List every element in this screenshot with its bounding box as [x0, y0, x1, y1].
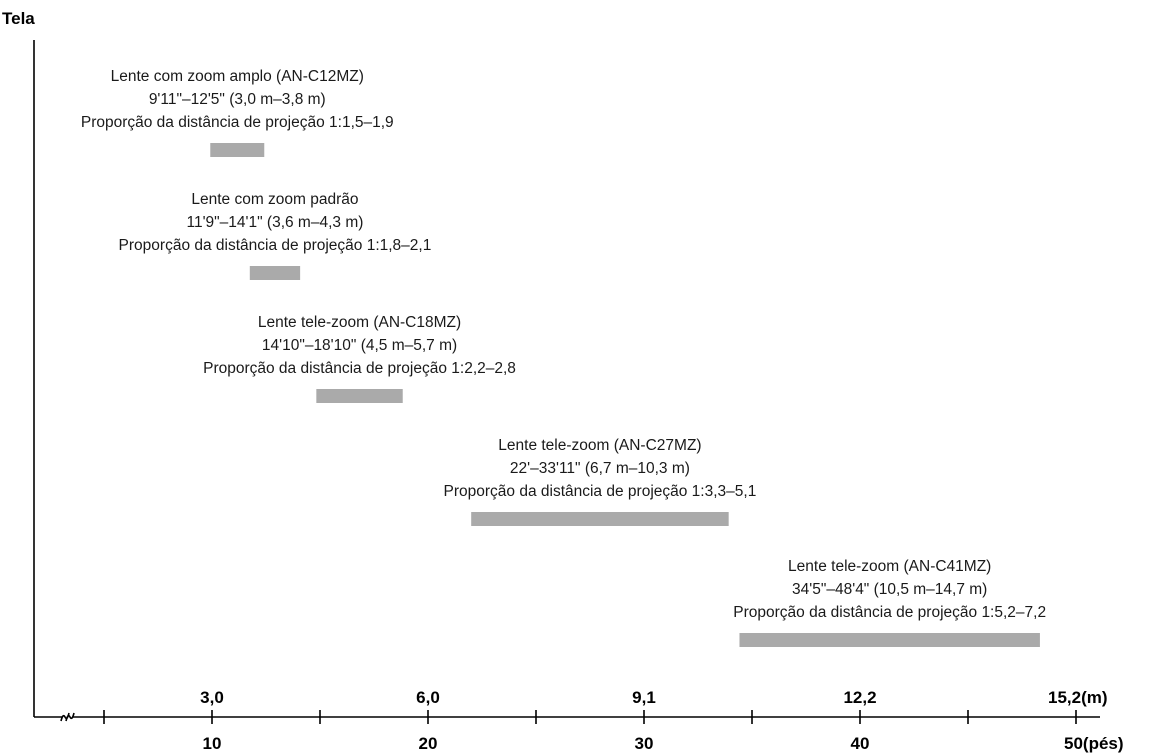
- feet-tick-label: 30: [635, 734, 654, 753]
- meter-tick-labels: 3,0 6,0 9,1 12,2 15,2(m): [200, 688, 1107, 707]
- x-axis-ticks: [103, 710, 1077, 724]
- y-axis-title: Tela: [2, 9, 35, 28]
- feet-tick-label: 10: [203, 734, 222, 753]
- series-range-label: 14'10"–18'10" (4,5 m–5,7 m): [262, 337, 457, 354]
- axis-break-mark: [60, 712, 75, 722]
- series-ratio-label: Proporção da distância de projeção 1:5,2…: [733, 604, 1046, 621]
- meter-tick-label: 9,1: [632, 688, 656, 707]
- series-ratio-label: Proporção da distância de projeção 1:2,2…: [203, 360, 516, 377]
- series-name: Lente com zoom amplo (AN-C12MZ): [111, 68, 364, 85]
- series-bar: [249, 266, 301, 280]
- series-labels: Lente com zoom amplo (AN-C12MZ) 9'11"–12'…: [81, 68, 1046, 621]
- series-ratio-label: Proporção da distância de projeção 1:1,5…: [81, 114, 394, 131]
- series-name: Lente tele-zoom (AN-C18MZ): [258, 314, 461, 331]
- feet-tick-label: 50(pés): [1064, 734, 1124, 753]
- series-range-label: 22'–33'11" (6,7 m–10,3 m): [510, 460, 690, 477]
- meter-tick-label: 15,2(m): [1048, 688, 1108, 707]
- meter-tick-label: 6,0: [416, 688, 440, 707]
- series-ratio-label: Proporção da distância de projeção 1:1,8…: [119, 237, 432, 254]
- feet-tick-labels: 10 20 30 40 50(pés): [203, 734, 1124, 753]
- series-bar: [739, 633, 1040, 647]
- series-name: Lente tele-zoom (AN-C41MZ): [788, 558, 991, 575]
- feet-tick-label: 40: [851, 734, 870, 753]
- series-bar: [210, 143, 265, 157]
- series-bar: [316, 389, 403, 403]
- meter-tick-label: 12,2: [843, 688, 876, 707]
- series-range-label: 11'9"–14'1" (3,6 m–4,3 m): [187, 214, 364, 231]
- series-name: Lente tele-zoom (AN-C27MZ): [498, 437, 701, 454]
- feet-tick-label: 20: [419, 734, 438, 753]
- series-range-label: 34'5"–48'4" (10,5 m–14,7 m): [792, 581, 987, 598]
- meter-tick-label: 3,0: [200, 688, 224, 707]
- series-bar: [471, 512, 729, 526]
- series-range-label: 9'11"–12'5" (3,0 m–3,8 m): [149, 91, 326, 108]
- series-name: Lente com zoom padrão: [191, 191, 358, 208]
- series-bars: [210, 143, 1040, 647]
- series-ratio-label: Proporção da distância de projeção 1:3,3…: [444, 483, 757, 500]
